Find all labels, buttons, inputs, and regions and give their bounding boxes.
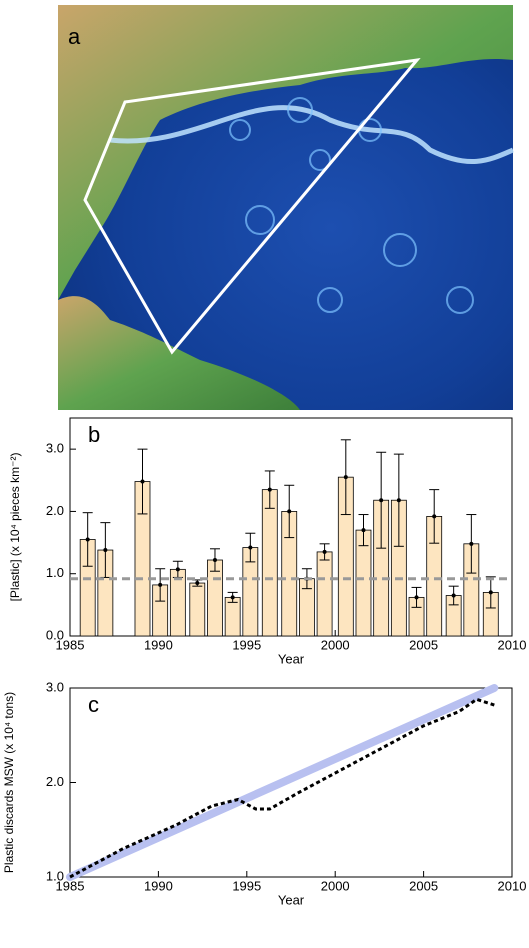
y-axis-label: Plastic discards MSW (x 10⁴ tons) xyxy=(2,692,16,873)
bar xyxy=(224,596,241,637)
x-tick-label: 1990 xyxy=(144,637,173,652)
y-tick-label: 2.0 xyxy=(46,774,64,789)
x-tick-label: 1985 xyxy=(56,637,85,652)
panel-label: a xyxy=(68,24,81,49)
y-axis-label: [Plastic] (x 10⁴ pieces km⁻²) xyxy=(8,453,22,602)
panel-label: b xyxy=(88,422,100,447)
point xyxy=(287,509,292,514)
point xyxy=(230,595,235,600)
north-america xyxy=(58,5,513,300)
point xyxy=(158,582,163,587)
point xyxy=(396,498,401,503)
study-area xyxy=(83,57,421,355)
y-tick-label: 3.0 xyxy=(46,441,64,456)
point xyxy=(103,548,108,553)
point xyxy=(175,567,180,572)
point xyxy=(379,498,384,503)
chart-panel: 1985 1990 1995 2000 2005 2010 0.0 1.0 2.0 3.0 Year… xyxy=(8,417,527,666)
point xyxy=(212,558,217,563)
point xyxy=(85,537,90,542)
x-axis-label: Year xyxy=(278,651,305,666)
chart-panel: 1985 1990 1995 2000 2005 2010 1.0 2.0 3.0 Year Pla… xyxy=(2,679,526,907)
x-tick-label: 1995 xyxy=(232,637,261,652)
x-tick-label: 1985 xyxy=(56,878,85,893)
x-tick-label: 1990 xyxy=(144,878,173,893)
y-tick-label: 0.0 xyxy=(46,627,64,642)
bar xyxy=(316,551,333,637)
x-tick-label: 2005 xyxy=(409,878,438,893)
x-tick-label: 1995 xyxy=(232,878,261,893)
y-tick-label: 1.0 xyxy=(46,565,64,580)
point xyxy=(195,581,200,586)
point xyxy=(322,549,327,554)
x-axis-label: Year xyxy=(278,892,305,907)
x-tick-label: 2000 xyxy=(321,878,350,893)
point xyxy=(414,595,419,600)
point xyxy=(343,475,348,480)
point xyxy=(488,590,493,595)
y-tick-label: 2.0 xyxy=(46,503,64,518)
bar xyxy=(189,582,206,637)
x-tick-label: 2005 xyxy=(409,637,438,652)
gulf-stream xyxy=(109,105,514,165)
bar xyxy=(261,489,278,637)
x-tick-label: 2010 xyxy=(498,878,527,893)
y-tick-label: 3.0 xyxy=(46,679,64,694)
map-panel: a xyxy=(58,5,514,410)
x-tick-label: 2010 xyxy=(498,637,527,652)
point xyxy=(248,545,253,550)
south-america xyxy=(58,296,300,410)
x-tick-label: 2000 xyxy=(321,637,350,652)
panel-label: c xyxy=(88,692,99,717)
y-tick-label: 1.0 xyxy=(46,868,64,883)
point xyxy=(469,541,474,546)
point xyxy=(451,593,456,598)
point xyxy=(432,514,437,519)
line xyxy=(66,684,499,881)
point xyxy=(140,479,145,484)
point xyxy=(267,487,272,492)
point xyxy=(361,528,366,533)
